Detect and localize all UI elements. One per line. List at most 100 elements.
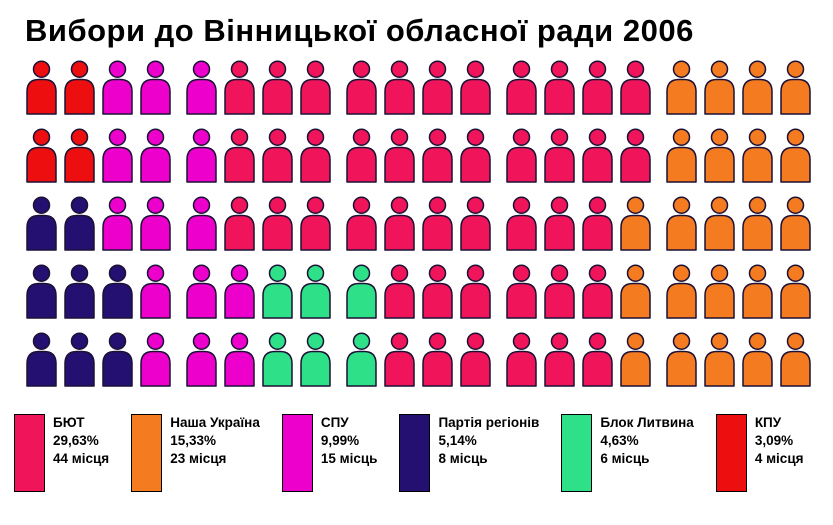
seat-icon-byut [543,60,576,115]
seat-icon-spu [101,128,134,183]
seat-icon-bl [299,264,332,319]
legend-name-pr: Партія регіонів [438,415,540,430]
legend-percent-kpu: 3,09% [754,432,794,448]
seat-icon-nu [619,196,652,251]
legend-percent-byut: 29,63% [53,432,99,448]
seat-icon-byut [383,264,416,319]
legend-item-byut: БЮТ 29,63% 44 місця [14,414,109,492]
seat-icon-spu [139,60,172,115]
legend-seats_text-kpu: 4 місця [754,450,804,466]
seat-icon-byut [299,60,332,115]
seat-icon-spu [185,264,218,319]
seat-icon-byut [581,60,614,115]
seat-icon-byut [459,196,492,251]
legend-text-bl: Блок Литвина 4,63% 6 місць [600,414,694,492]
seat-icon-nu [665,60,698,115]
seat-icon-bl [261,264,294,319]
legend-swatch-byut [14,414,45,492]
seat-icon-byut [345,128,378,183]
legend-swatch-pr [399,414,431,492]
legend-percent-nu: 15,33% [170,432,216,448]
legend: БЮТ 29,63% 44 місця Наша Україна 15,33% 23 мі… [14,414,833,492]
seat-icon-byut [421,332,454,387]
seat-icon-byut [345,60,378,115]
seat-icon-nu [703,60,736,115]
seat-icon-nu [779,264,812,319]
legend-item-nu: Наша Україна 15,33% 23 місця [131,414,260,492]
pictogram-chart [25,60,833,387]
legend-item-bl: Блок Литвина 4,63% 6 місць [561,414,694,492]
legend-text-byut: БЮТ 29,63% 44 місця [53,414,109,492]
legend-percent-pr: 5,14% [438,432,477,448]
seat-icon-byut [459,332,492,387]
seat-icon-byut [383,196,416,251]
seat-icon-nu [703,196,736,251]
seat-icon-spu [185,196,218,251]
seat-icon-byut [505,60,538,115]
seat-icon-byut [261,196,294,251]
seat-icon-byut [299,196,332,251]
seat-icon-spu [185,60,218,115]
seat-icon-byut [223,128,256,183]
page-title: Вибори до Вінницької обласної ради 2006 [25,13,694,48]
seat-icon-byut [421,264,454,319]
seat-icon-byut [543,332,576,387]
seat-icon-nu [703,332,736,387]
seat-row-5 [25,332,833,387]
seat-icon-spu [139,196,172,251]
seat-icon-spu [139,128,172,183]
legend-text-kpu: КПУ 3,09% 4 місця [755,414,804,492]
legend-item-spu: СПУ 9,99% 15 місць [281,414,378,492]
legend-seats_text-bl: 6 місць [600,450,650,466]
seat-icon-nu [619,332,652,387]
seat-icon-nu [619,264,652,319]
seat-icon-pr [101,264,134,319]
seat-icon-nu [741,60,774,115]
seat-icon-byut [345,196,378,251]
seat-icon-byut [299,128,332,183]
seat-icon-byut [581,196,614,251]
seat-icon-byut [383,332,416,387]
seat-icon-pr [25,332,58,387]
seat-icon-byut [421,196,454,251]
seat-icon-byut [619,60,652,115]
seat-icon-spu [139,332,172,387]
seat-icon-byut [223,60,256,115]
seat-icon-byut [459,128,492,183]
seat-icon-pr [63,264,96,319]
seat-icon-spu [185,332,218,387]
seat-icon-byut [505,332,538,387]
legend-text-nu: Наша Україна 15,33% 23 місця [170,414,260,492]
seat-icon-nu [779,196,812,251]
legend-seats_text-nu: 23 місця [170,450,227,466]
seat-icon-nu [665,196,698,251]
seat-icon-pr [25,264,58,319]
seat-icon-byut [505,128,538,183]
seat-icon-byut [581,332,614,387]
seat-icon-nu [665,264,698,319]
seat-icon-kpu [63,128,96,183]
seat-icon-byut [421,128,454,183]
seat-icon-byut [543,264,576,319]
legend-seats_text-spu: 15 місць [320,450,378,466]
legend-seats_text-pr: 8 місць [438,450,488,466]
legend-name-byut: БЮТ [53,415,85,430]
seat-icon-byut [261,128,294,183]
seat-icon-pr [63,332,96,387]
seat-icon-byut [543,196,576,251]
legend-seats_text-byut: 44 місця [53,450,110,466]
seat-icon-byut [619,128,652,183]
seat-icon-byut [459,60,492,115]
seat-icon-byut [459,264,492,319]
seat-icon-nu [665,128,698,183]
seat-icon-pr [25,196,58,251]
seat-icon-nu [665,332,698,387]
seat-icon-byut [383,60,416,115]
seat-icon-nu [741,332,774,387]
seat-icon-bl [261,332,294,387]
seat-icon-byut [581,264,614,319]
seat-icon-spu [223,264,256,319]
seat-icon-nu [779,332,812,387]
seat-row-1 [25,60,833,115]
seat-icon-spu [101,196,134,251]
